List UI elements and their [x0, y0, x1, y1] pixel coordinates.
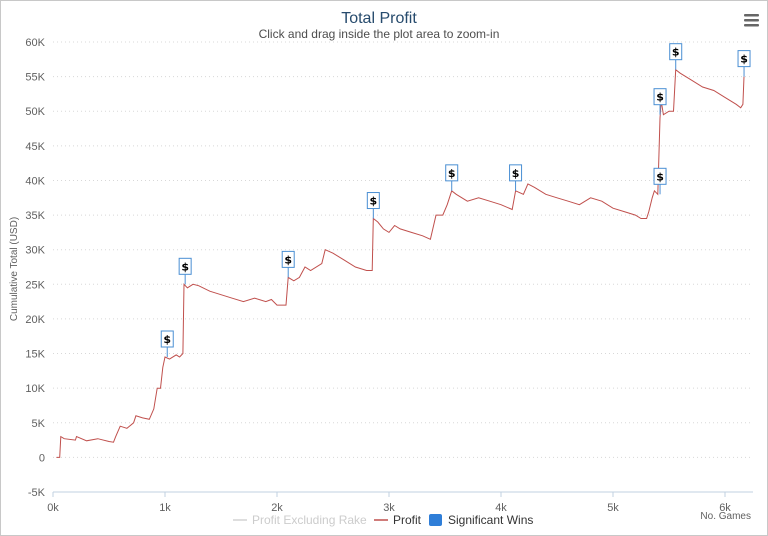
flag-box: [178, 257, 192, 275]
y-tick-label: 5K: [32, 418, 46, 430]
flag-box: [366, 192, 380, 210]
profit-line: [56, 68, 745, 458]
x-tick-label: 0k: [47, 502, 59, 514]
flag-box: [509, 164, 523, 182]
y-tick-label: 50K: [25, 106, 45, 118]
flag-label: $: [656, 170, 664, 183]
significant-win-flag: $: [509, 164, 523, 191]
hamburger-menu-icon: [744, 14, 759, 27]
flag-box: [653, 88, 667, 106]
flag-label: $: [512, 167, 520, 180]
flag-label: $: [740, 53, 748, 66]
y-tick-label: 45K: [25, 141, 45, 153]
y-tick-label: 0: [39, 452, 45, 464]
flag-box: [160, 330, 174, 348]
y-tick-label: 35K: [25, 210, 45, 222]
y-axis: -5K 0 5K 10K 15K 20K 25K 30K 35K 40K 45K 50K 55K 60K: [25, 37, 45, 499]
menu-button[interactable]: [743, 13, 761, 27]
significant-win-flag: $: [653, 88, 667, 115]
y-tick-label: -5K: [28, 487, 46, 499]
y-tick-label: 55K: [25, 72, 45, 84]
flag-label: $: [672, 46, 680, 59]
legend-label-excluding-rake: Profit Excluding Rake: [252, 513, 367, 527]
significant-win-flag: $: [281, 250, 295, 278]
significant-win-flag: $: [737, 50, 751, 77]
flag-label: $: [369, 195, 377, 208]
x-axis: 0k 1k 2k 3k 4k 5k 6k: [47, 491, 753, 514]
y-tick-label: 15K: [25, 349, 45, 361]
grid-lines: [53, 41, 753, 493]
significant-win-flag: $: [445, 164, 459, 191]
legend-item-significant-wins[interactable]: Significant Wins: [429, 513, 533, 527]
y-tick-label: 20K: [25, 314, 45, 326]
series-layer: [56, 68, 745, 458]
x-axis-title: No. Games: [700, 511, 751, 522]
flag-label: $: [163, 333, 171, 346]
significant-win-flag: $: [178, 257, 192, 285]
chart-subtitle: Click and drag inside the plot area to z…: [259, 27, 500, 41]
flag-box: [445, 164, 459, 182]
x-tick-label: 4k: [495, 502, 507, 514]
significant-win-flag: $: [366, 192, 380, 219]
x-tick-label: 1k: [159, 502, 171, 514]
y-tick-label: 10K: [25, 383, 45, 395]
x-tick-label: 5k: [607, 502, 619, 514]
y-axis-title: Cumulative Total (USD): [9, 217, 20, 321]
significant-win-flag: $: [653, 167, 667, 195]
legend-item-profit[interactable]: Profit: [374, 513, 422, 527]
legend-item-profit-excluding-rake[interactable]: Profit Excluding Rake: [233, 513, 367, 527]
flag-label: $: [284, 253, 292, 266]
flag-box: [653, 167, 667, 185]
legend: Profit Excluding Rake Profit Significant…: [233, 513, 533, 527]
flag-label: $: [181, 260, 189, 273]
chart-title: Total Profit: [341, 10, 417, 27]
legend-label-profit: Profit: [393, 513, 422, 527]
flag-box: [737, 50, 751, 68]
x-tick-label: 2k: [271, 502, 283, 514]
x-tick-label: 6k: [719, 502, 731, 514]
y-tick-label: 25K: [25, 279, 45, 291]
x-tick-label: 3k: [383, 502, 395, 514]
legend-symbol-significant-wins: [429, 514, 442, 526]
significant-win-flag: $: [669, 43, 683, 70]
flag-box: [281, 250, 295, 268]
y-tick-label: 60K: [25, 37, 45, 49]
flag-box: [669, 43, 683, 61]
legend-label-significant-wins: Significant Wins: [448, 513, 533, 527]
y-tick-label: 40K: [25, 175, 45, 187]
flags-layer: $ $ $ $ $ $ $ $ $ $: [160, 43, 751, 357]
flag-label: $: [448, 167, 456, 180]
significant-win-flag: $: [160, 330, 174, 357]
flag-label: $: [656, 91, 664, 104]
y-tick-label: 30K: [25, 245, 45, 257]
